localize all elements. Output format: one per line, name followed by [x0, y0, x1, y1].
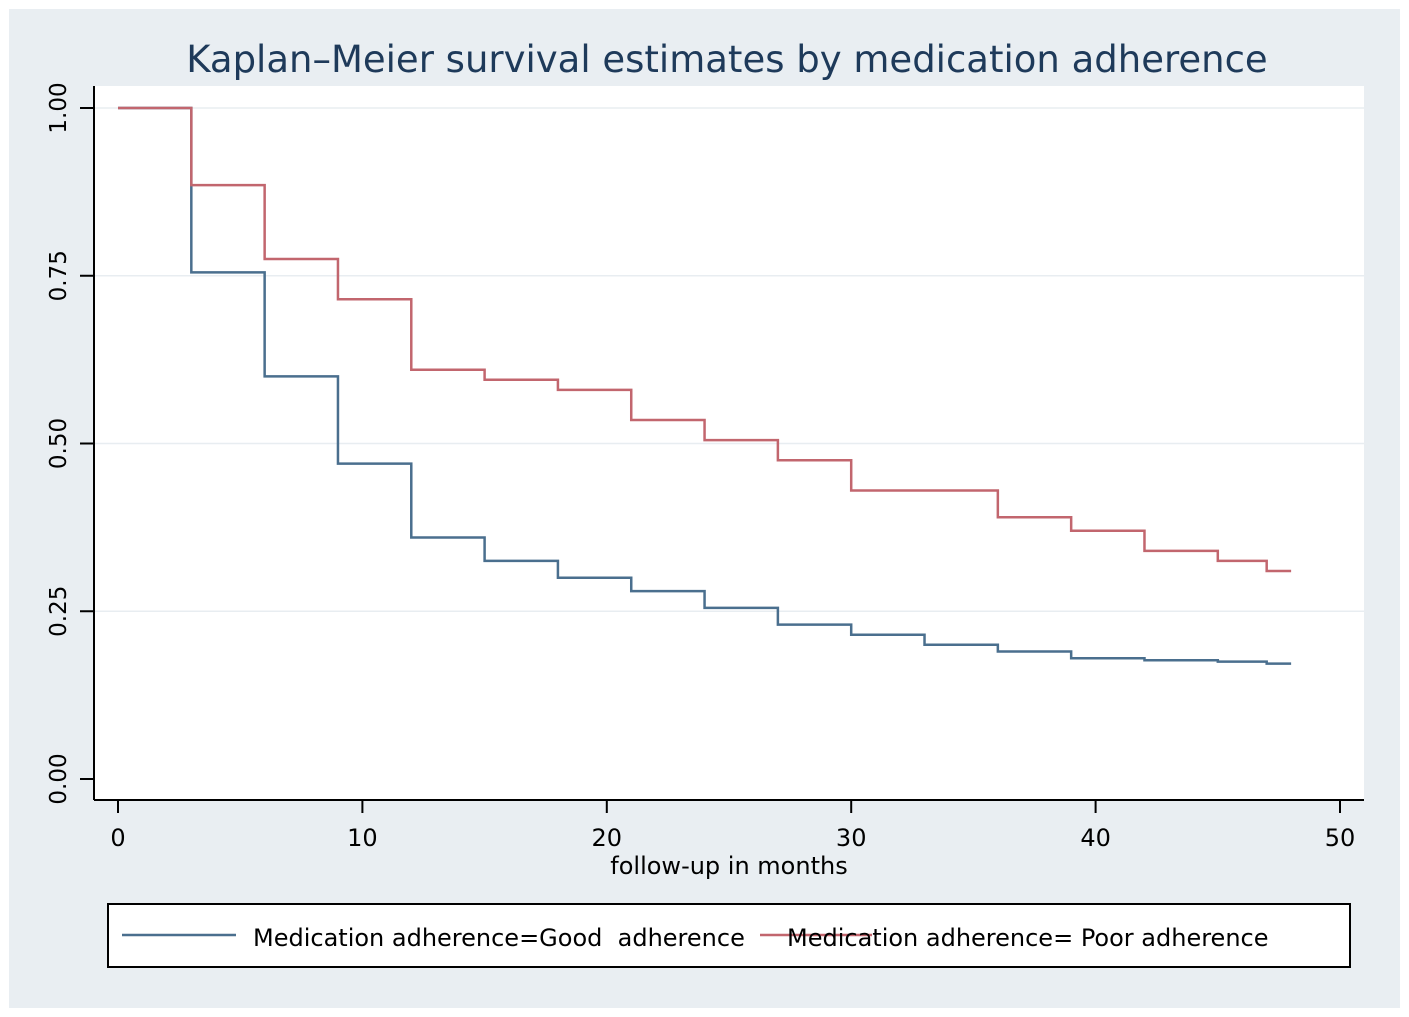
x-tick-label-5: 50 [1325, 824, 1356, 852]
y-axis-ticks: 0.00 0.25 0.50 0.75 1.00 [46, 82, 94, 805]
legend-label-good-adherence: Medication adherence=Good adherence [253, 924, 745, 952]
legend-box [107, 903, 1351, 968]
x-tick-label-3: 30 [836, 824, 867, 852]
y-tick-label-0: 0.00 [46, 753, 72, 804]
x-tick-label-2: 20 [592, 824, 623, 852]
x-axis-ticks: 0 10 20 30 40 50 [110, 800, 1355, 852]
survival-curve-good-adherence [118, 106, 1292, 665]
gridlines [94, 107, 1364, 612]
x-axis-label: follow-up in months [610, 852, 847, 880]
legend-label-poor-adherence: Medication adherence= Poor adherence [787, 924, 1269, 952]
x-tick-label-4: 40 [1080, 824, 1111, 852]
y-tick-label-2: 0.50 [46, 418, 72, 469]
x-tick-label-0: 0 [110, 824, 125, 852]
survival-curves [118, 106, 1292, 665]
survival-curve-poor-adherence [118, 106, 1292, 573]
chart-title: Kaplan–Meier survival estimates by medic… [186, 38, 1267, 81]
y-tick-label-3: 0.75 [46, 250, 72, 301]
x-tick-label-1: 10 [347, 824, 378, 852]
y-tick-label-1: 0.25 [46, 586, 72, 637]
legend: Medication adherence=Good adherence Medi… [107, 903, 1351, 968]
y-tick-label-4: 1.00 [46, 82, 72, 133]
